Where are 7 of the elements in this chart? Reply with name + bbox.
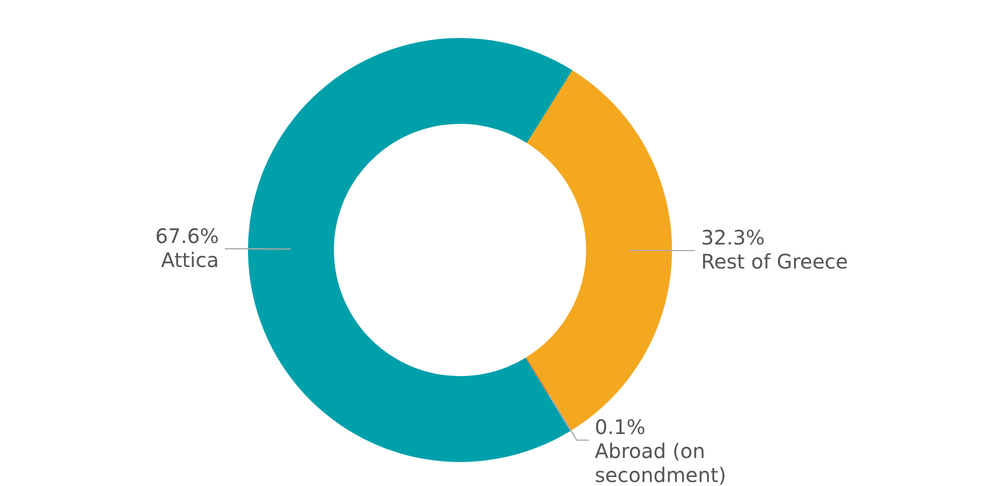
slice-label: Attica	[161, 248, 219, 272]
data-label: 32.3%	[701, 226, 765, 250]
slice-label: Abroad (on secondment)	[594, 439, 726, 486]
data-label: 0.1%	[594, 415, 646, 440]
slice-label: Rest of Greece	[701, 250, 848, 274]
donut-slice	[248, 38, 572, 462]
data-label: 67.6%	[155, 224, 219, 248]
